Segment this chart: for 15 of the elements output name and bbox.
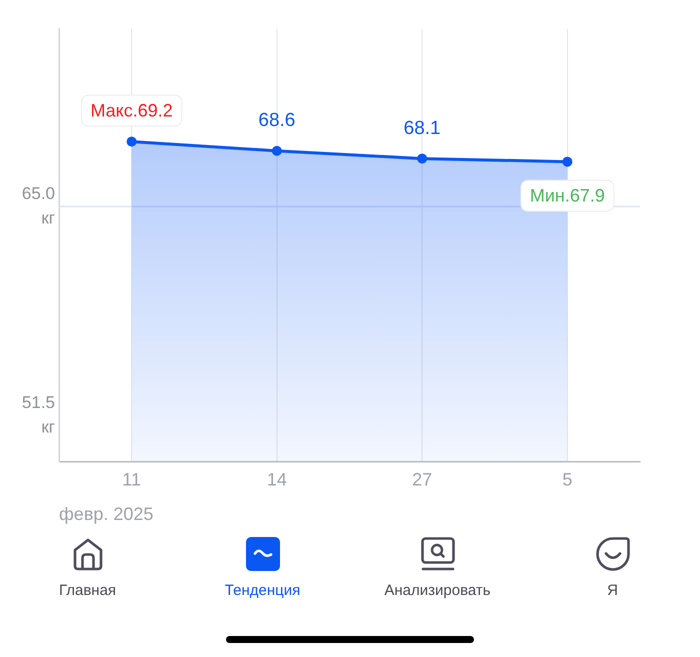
data-label: Макс.69.2 xyxy=(90,100,173,121)
data-label: Мин.67.9 xyxy=(530,186,605,206)
text: Анализировать xyxy=(383,582,492,600)
data-label: 68.6 xyxy=(258,110,296,132)
x-axis-title: февр. 2025 xyxy=(59,504,154,524)
data-label: 68.1 xyxy=(404,118,441,139)
y-tick-label: 51.5 кг xyxy=(22,392,55,436)
text: Тенденция xyxy=(224,582,302,600)
y-tick-label: 65.0 кг xyxy=(22,184,55,228)
x-tick-label: 11 xyxy=(122,470,141,490)
x-tick-label: 5 xyxy=(562,470,572,490)
text: Я xyxy=(606,582,619,600)
x-tick-label: 27 xyxy=(412,470,432,490)
text: Главная xyxy=(58,582,118,600)
x-tick-label: 14 xyxy=(266,470,287,490)
